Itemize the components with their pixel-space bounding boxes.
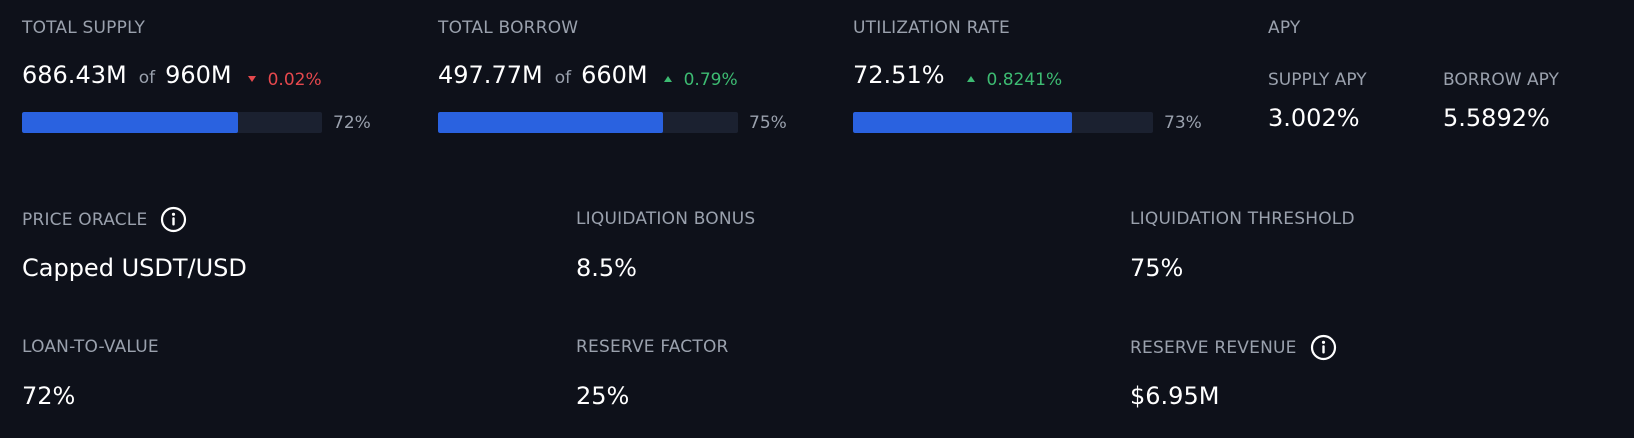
total-supply-progress-track bbox=[22, 112, 322, 133]
borrow-apy-label: BORROW APY bbox=[1443, 70, 1559, 90]
total-supply-change-value: 0.02% bbox=[267, 70, 322, 90]
liquidation-threshold-value: 75% bbox=[1130, 254, 1184, 282]
utilization-rate-change: 0.8241% bbox=[966, 65, 1063, 95]
utilization-rate-change-value: 0.8241% bbox=[986, 70, 1063, 90]
total-supply-label: TOTAL SUPPLY bbox=[22, 18, 146, 38]
loan-to-value-value: 72% bbox=[22, 382, 76, 410]
total-supply-progress: 72% bbox=[22, 112, 371, 133]
info-icon[interactable] bbox=[160, 206, 187, 233]
liquidation-bonus-value: 8.5% bbox=[576, 254, 637, 282]
arrow-up-icon bbox=[663, 76, 672, 82]
price-oracle-value: Capped USDT/USD bbox=[22, 254, 247, 282]
total-supply-cap: 960M bbox=[165, 61, 232, 89]
reserve-revenue-label: RESERVE REVENUE bbox=[1130, 337, 1297, 358]
total-borrow-of: of bbox=[554, 68, 572, 88]
utilization-rate-value: 72.51% 0.8241% bbox=[853, 60, 1062, 95]
arrow-down-icon bbox=[247, 76, 256, 82]
total-supply-change: 0.02% bbox=[247, 65, 322, 95]
reserve-revenue-value: $6.95M bbox=[1130, 382, 1220, 410]
utilization-rate-progress-track bbox=[853, 112, 1153, 133]
total-borrow-progress-track bbox=[438, 112, 738, 133]
utilization-rate-progress: 73% bbox=[853, 112, 1202, 133]
supply-apy-value: 3.002% bbox=[1268, 104, 1360, 132]
info-icon[interactable] bbox=[1310, 334, 1337, 361]
reserve-factor-value: 25% bbox=[576, 382, 630, 410]
price-oracle-label-row: PRICE ORACLE bbox=[22, 206, 187, 233]
total-supply-value: 686.43M of 960M 0.02% bbox=[22, 60, 322, 95]
total-borrow-progress-pct: 75% bbox=[749, 112, 787, 133]
total-borrow-progress: 75% bbox=[438, 112, 787, 133]
total-supply-progress-pct: 72% bbox=[333, 112, 371, 133]
total-borrow-change-value: 0.79% bbox=[683, 70, 738, 90]
reserve-factor-label: RESERVE FACTOR bbox=[576, 337, 729, 357]
utilization-rate-progress-pct: 73% bbox=[1164, 112, 1202, 133]
arrow-up-icon bbox=[966, 76, 975, 82]
total-borrow-progress-fill bbox=[438, 112, 663, 133]
liquidation-bonus-label: LIQUIDATION BONUS bbox=[576, 209, 756, 229]
price-oracle-label: PRICE ORACLE bbox=[22, 209, 148, 230]
borrow-apy-value: 5.5892% bbox=[1443, 104, 1550, 132]
total-borrow-value: 497.77M of 660M 0.79% bbox=[438, 60, 738, 95]
utilization-rate-amount: 72.51% bbox=[853, 61, 945, 89]
total-supply-of: of bbox=[138, 68, 156, 88]
total-supply-amount: 686.43M bbox=[22, 61, 127, 89]
supply-apy-label: SUPPLY APY bbox=[1268, 70, 1367, 90]
loan-to-value-label: LOAN-TO-VALUE bbox=[22, 337, 159, 357]
total-borrow-cap: 660M bbox=[581, 61, 648, 89]
liquidation-threshold-label: LIQUIDATION THRESHOLD bbox=[1130, 209, 1355, 229]
apy-label: APY bbox=[1268, 18, 1301, 38]
total-borrow-change: 0.79% bbox=[663, 65, 738, 95]
total-borrow-amount: 497.77M bbox=[438, 61, 543, 89]
total-borrow-label: TOTAL BORROW bbox=[438, 18, 579, 38]
total-supply-progress-fill bbox=[22, 112, 238, 133]
utilization-rate-progress-fill bbox=[853, 112, 1072, 133]
reserve-revenue-label-row: RESERVE REVENUE bbox=[1130, 334, 1337, 361]
utilization-rate-label: UTILIZATION RATE bbox=[853, 18, 1010, 38]
